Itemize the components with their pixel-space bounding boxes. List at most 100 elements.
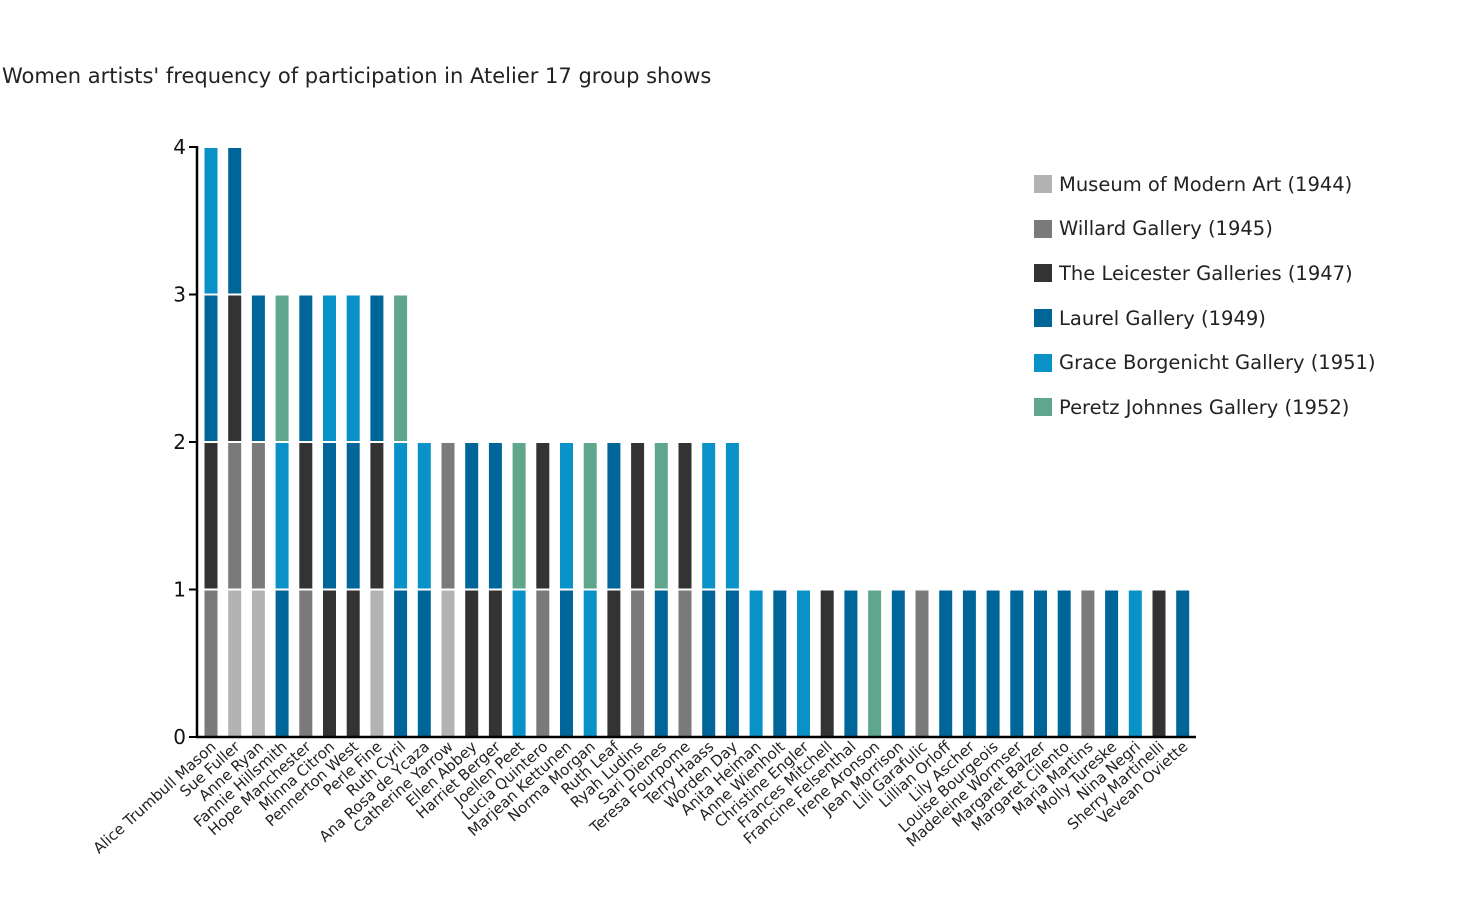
bar-segment xyxy=(607,443,621,589)
bar-stack xyxy=(725,443,739,736)
bar-segment xyxy=(323,590,336,736)
bar-stack xyxy=(1034,590,1047,736)
bar-segment xyxy=(631,443,645,589)
bar-stack xyxy=(488,443,502,736)
bar-stack xyxy=(417,443,431,736)
legend-label: Museum of Modern Art (1944) xyxy=(1059,172,1353,196)
bar-segment xyxy=(299,590,313,736)
legend-swatch xyxy=(1034,398,1052,417)
bar-stack xyxy=(1128,590,1142,736)
bar-stack xyxy=(844,590,858,736)
bar-segment xyxy=(370,443,384,589)
bar-stack xyxy=(465,443,479,736)
bar-segment xyxy=(346,590,360,736)
bar-segment xyxy=(654,443,668,589)
bar-segment xyxy=(725,443,739,589)
bar-segment xyxy=(204,443,218,589)
bar-segment xyxy=(251,590,265,736)
bar-segment xyxy=(323,295,336,441)
bar-segment xyxy=(820,590,834,736)
bar-stack xyxy=(560,443,573,736)
bar-stack xyxy=(228,148,242,736)
bar-stack xyxy=(1105,590,1119,736)
bar-segment xyxy=(1105,590,1119,736)
bar-segment xyxy=(607,590,621,736)
bar-stack xyxy=(323,295,336,736)
bar-segment xyxy=(512,590,526,736)
bar-segment xyxy=(370,295,384,441)
y-tick-label: 0 xyxy=(173,725,186,749)
bar-stack xyxy=(1176,590,1190,736)
bar-segment xyxy=(441,590,455,736)
bar-stack xyxy=(749,590,763,736)
bar-segment xyxy=(275,295,289,441)
bar-segment xyxy=(1010,590,1024,736)
legend-swatch xyxy=(1034,175,1052,194)
legend-label: Laurel Gallery (1949) xyxy=(1059,306,1266,330)
bar-segment xyxy=(1057,590,1071,736)
bar-segment xyxy=(560,443,573,589)
bar-segment xyxy=(488,443,502,589)
legend-item: Museum of Modern Art (1944) xyxy=(1034,162,1376,207)
legend-label: Grace Borgenicht Gallery (1951) xyxy=(1059,351,1376,375)
bar-stack xyxy=(986,590,1000,736)
bar-stack xyxy=(631,443,645,736)
bar-stack xyxy=(1057,590,1071,736)
bar-segment xyxy=(512,443,526,589)
bar-segment xyxy=(394,295,408,441)
bar-segment xyxy=(299,295,313,441)
bar-stack xyxy=(915,590,929,736)
bar-stack xyxy=(654,443,668,736)
bar-segment xyxy=(844,590,858,736)
y-tick-label: 1 xyxy=(173,578,186,602)
bar-segment xyxy=(465,443,479,589)
bar-segment xyxy=(868,590,882,736)
bar-segment xyxy=(678,443,692,589)
bars-group xyxy=(204,148,1190,736)
bar-stack xyxy=(939,590,953,736)
bar-segment xyxy=(536,590,550,736)
bar-segment xyxy=(204,590,218,736)
legend-item: Willard Gallery (1945) xyxy=(1034,207,1376,252)
bar-stack xyxy=(820,590,834,736)
bar-stack xyxy=(583,443,597,736)
bar-segment xyxy=(488,590,502,736)
bar-segment xyxy=(228,443,242,589)
bar-segment xyxy=(228,295,242,441)
bar-stack xyxy=(394,295,408,736)
bar-segment xyxy=(773,590,787,736)
legend-label: Peretz Johnnes Gallery (1952) xyxy=(1059,395,1350,419)
bar-stack xyxy=(275,295,289,736)
y-tick-label: 2 xyxy=(173,430,186,454)
bar-segment xyxy=(251,443,265,589)
bar-stack xyxy=(346,295,360,736)
bar-segment xyxy=(370,590,384,736)
legend-swatch xyxy=(1034,264,1052,283)
bar-segment xyxy=(228,590,242,736)
bar-segment xyxy=(1081,590,1095,736)
bar-segment xyxy=(560,590,573,736)
bar-stack xyxy=(1081,590,1095,736)
bar-segment xyxy=(962,590,976,736)
bar-stack xyxy=(1152,590,1166,736)
bar-stack xyxy=(797,590,810,736)
bar-stack xyxy=(607,443,621,736)
bar-stack xyxy=(204,148,218,736)
bar-segment xyxy=(299,443,313,589)
bar-segment xyxy=(1128,590,1142,736)
bar-segment xyxy=(915,590,929,736)
legend-swatch xyxy=(1034,309,1052,328)
legend-item: Grace Borgenicht Gallery (1951) xyxy=(1034,340,1376,385)
bar-segment xyxy=(1034,590,1047,736)
legend-swatch xyxy=(1034,353,1052,372)
legend-swatch xyxy=(1034,219,1052,238)
bar-segment xyxy=(228,148,242,294)
bar-segment xyxy=(275,443,289,589)
legend-item: The Leicester Galleries (1947) xyxy=(1034,251,1376,296)
bar-segment xyxy=(725,590,739,736)
bar-segment xyxy=(417,443,431,589)
legend-label: The Leicester Galleries (1947) xyxy=(1059,261,1353,285)
bar-segment xyxy=(583,590,597,736)
bar-segment xyxy=(251,295,265,441)
